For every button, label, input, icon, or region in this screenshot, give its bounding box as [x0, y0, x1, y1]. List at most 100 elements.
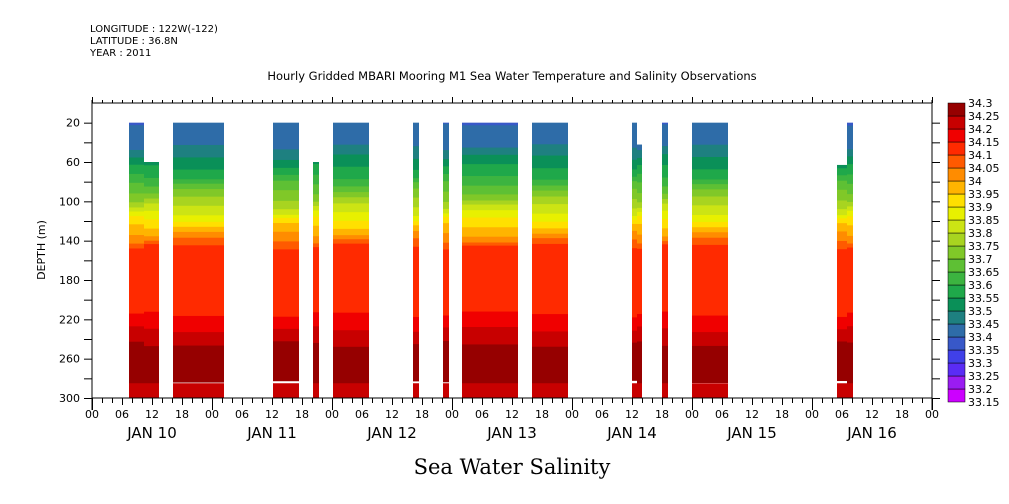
salinity-band: [173, 226, 224, 233]
x-hour-label: 18: [415, 408, 429, 421]
salinity-band: [532, 228, 568, 235]
salinity-band: [173, 196, 224, 207]
salinity-band: [837, 189, 847, 201]
salinity-band: [847, 210, 853, 217]
salinity-band: [632, 208, 637, 217]
salinity-band: [144, 240, 159, 245]
salinity-band: [129, 243, 144, 249]
salinity-band: [462, 176, 518, 187]
salinity-band: [847, 383, 853, 399]
salinity-band: [662, 146, 668, 155]
salinity-band: [144, 198, 159, 204]
x-hour-label: 06: [715, 408, 729, 421]
x-hour-label: 18: [655, 408, 669, 421]
salinity-band: [837, 164, 847, 169]
latitude-label: LATITUDE : 36.8N: [90, 36, 178, 47]
colorbar-label: 33.5: [968, 305, 993, 318]
salinity-band: [173, 345, 224, 383]
salinity-band: [532, 155, 568, 169]
salinity-band: [692, 179, 728, 185]
salinity-band: [273, 209, 299, 216]
salinity-band: [144, 228, 159, 237]
salinity-band: [129, 202, 144, 208]
salinity-band: [847, 183, 853, 195]
salinity-band: [692, 227, 728, 233]
salinity-band: [443, 315, 449, 328]
salinity-band: [837, 218, 847, 224]
salinity-band: [837, 168, 847, 176]
x-hour-label: 06: [355, 408, 369, 421]
salinity-band: [662, 345, 668, 387]
x-day-label: JAN 12: [366, 424, 417, 442]
salinity-band: [462, 217, 518, 228]
x-hour-label: 06: [115, 408, 129, 421]
salinity-band: [847, 122, 853, 127]
salinity-band: [692, 332, 728, 347]
colorbar-swatch: [947, 180, 966, 195]
salinity-band: [532, 233, 568, 239]
salinity-band: [173, 157, 224, 171]
salinity-band: [837, 175, 847, 182]
salinity-band: [313, 326, 319, 344]
salinity-band: [532, 238, 568, 245]
salinity-band: [129, 164, 144, 175]
salinity-band: [632, 198, 637, 209]
salinity-band: [333, 192, 369, 198]
salinity-band: [637, 150, 642, 159]
salinity-band: [532, 346, 568, 385]
data-column: [443, 122, 449, 399]
x-hour-label: 00: [925, 408, 939, 421]
salinity-band: [333, 239, 369, 245]
colorbar-label: 33.8: [968, 227, 993, 240]
x-hour-label: 00: [565, 408, 579, 421]
salinity-band: [462, 125, 518, 149]
salinity-band: [333, 179, 369, 187]
salinity-band: [662, 244, 668, 313]
salinity-band: [333, 346, 369, 386]
salinity-band: [462, 210, 518, 219]
data-column: [632, 122, 637, 399]
salinity-band: [333, 166, 369, 180]
colorbar-swatch: [947, 388, 966, 403]
salinity-band: [632, 176, 637, 182]
x-day-label: JAN 11: [246, 424, 297, 442]
salinity-band: [532, 196, 568, 205]
salinity-band: [443, 159, 449, 167]
salinity-band: [413, 225, 419, 232]
axes-layer: 00 06 12 18 00 06 12 18 00 06 12 18 00 06 12 18 00 06 12 18…: [59, 97, 940, 442]
salinity-band: [532, 190, 568, 198]
salinity-band: [662, 311, 668, 329]
salinity-band: [632, 248, 637, 318]
salinity-band: [413, 122, 419, 147]
salinity-band: [662, 193, 668, 200]
x-hour-label: 06: [835, 408, 849, 421]
salinity-band: [273, 200, 299, 210]
salinity-band: [273, 249, 299, 318]
salinity-band: [333, 144, 369, 156]
salinity-band: [632, 383, 637, 399]
colorbar-swatch: [947, 258, 966, 273]
data-column: [413, 122, 419, 399]
salinity-band: [413, 331, 419, 345]
salinity-band: [413, 182, 419, 190]
salinity-band: [413, 169, 419, 179]
chart-title: Hourly Gridded MBARI Mooring M1 Sea Wate…: [267, 69, 757, 83]
salinity-band: [273, 223, 299, 233]
salinity-band: [632, 342, 637, 381]
salinity-band: [662, 177, 668, 187]
salinity-band: [413, 197, 419, 208]
salinity-band: [173, 237, 224, 246]
salinity-band: [692, 244, 728, 317]
salinity-band: [692, 144, 728, 158]
colorbar-label: 34.3: [968, 97, 993, 110]
x-day-label: JAN 10: [126, 424, 177, 442]
colorbar-swatch: [947, 219, 966, 234]
salinity-band: [273, 190, 299, 202]
salinity-band: [144, 219, 159, 230]
salinity-band: [632, 223, 637, 232]
salinity-band: [662, 236, 668, 242]
salinity-band: [692, 383, 728, 399]
x-hour-label: 12: [385, 408, 399, 421]
salinity-band: [273, 241, 299, 250]
salinity-band: [273, 383, 299, 399]
